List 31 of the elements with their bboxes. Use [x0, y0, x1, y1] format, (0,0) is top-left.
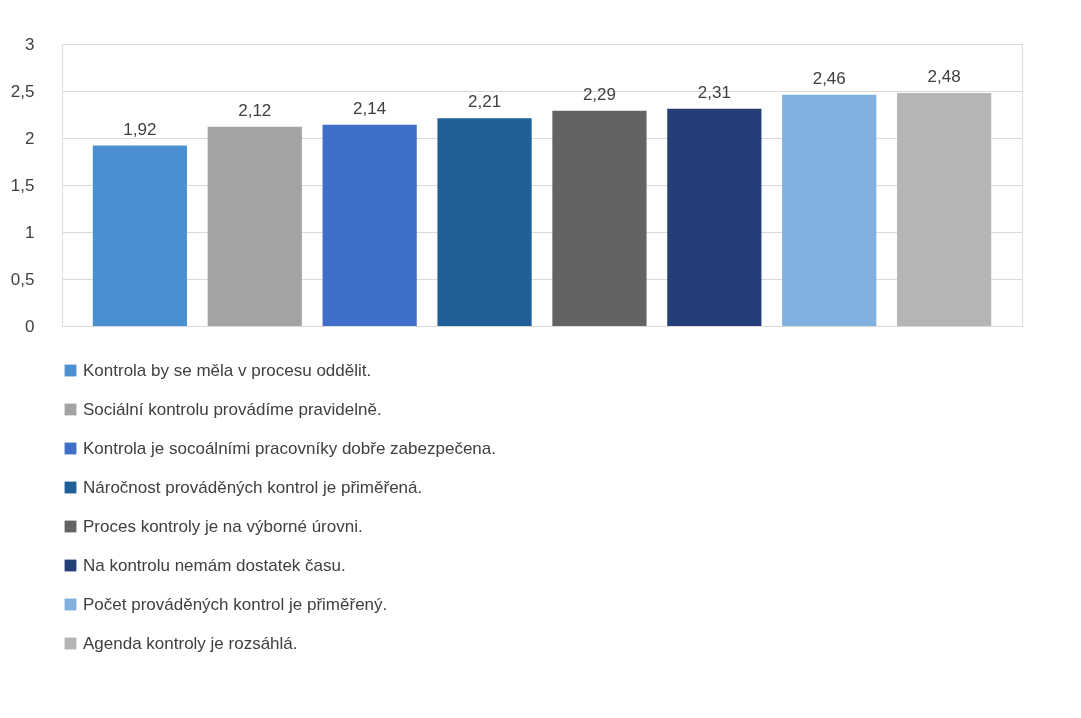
data-label: 2,46	[812, 68, 846, 88]
y-tick-label: 2	[25, 128, 35, 148]
data-label: 2,48	[927, 66, 961, 86]
bar	[322, 124, 417, 326]
y-tick-label: 1,5	[10, 175, 35, 195]
y-tick-label: 1	[25, 222, 35, 242]
data-label: 1,92	[123, 119, 157, 139]
data-label: 2,21	[468, 92, 502, 112]
legend-label: Agenda kontroly je rozsáhlá.	[83, 633, 298, 653]
legend-label: Kontrola by se měla v procesu oddělit.	[83, 360, 372, 380]
legend-label: Počet prováděných kontrol je přiměřený.	[83, 594, 388, 614]
data-label: 2,29	[582, 84, 616, 104]
y-tick-label: 2,5	[10, 81, 35, 101]
bar	[437, 118, 532, 326]
legend-label: Na kontrolu nemám dostatek času.	[83, 555, 346, 575]
bar	[207, 126, 302, 326]
data-label: 2,12	[238, 100, 272, 120]
legend-label: Kontrola je socoálními pracovníky dobře zabezpečena.	[83, 438, 496, 458]
bar	[552, 110, 647, 326]
bar	[667, 108, 762, 326]
y-tick-label: 3	[25, 34, 35, 54]
bar	[782, 94, 877, 326]
bar	[92, 145, 187, 326]
y-tick-label: 0	[25, 316, 35, 336]
data-label: 2,31	[697, 82, 731, 102]
data-label: 2,14	[353, 98, 387, 118]
legend-label: Sociální kontrolu provádíme pravidelně.	[83, 399, 382, 419]
y-tick-label: 0,5	[10, 269, 35, 289]
bar	[897, 92, 992, 326]
legend-label: Proces kontroly je na výborné úrovni.	[83, 516, 363, 536]
legend-label: Náročnost prováděných kontrol je přiměřená.	[83, 477, 423, 497]
